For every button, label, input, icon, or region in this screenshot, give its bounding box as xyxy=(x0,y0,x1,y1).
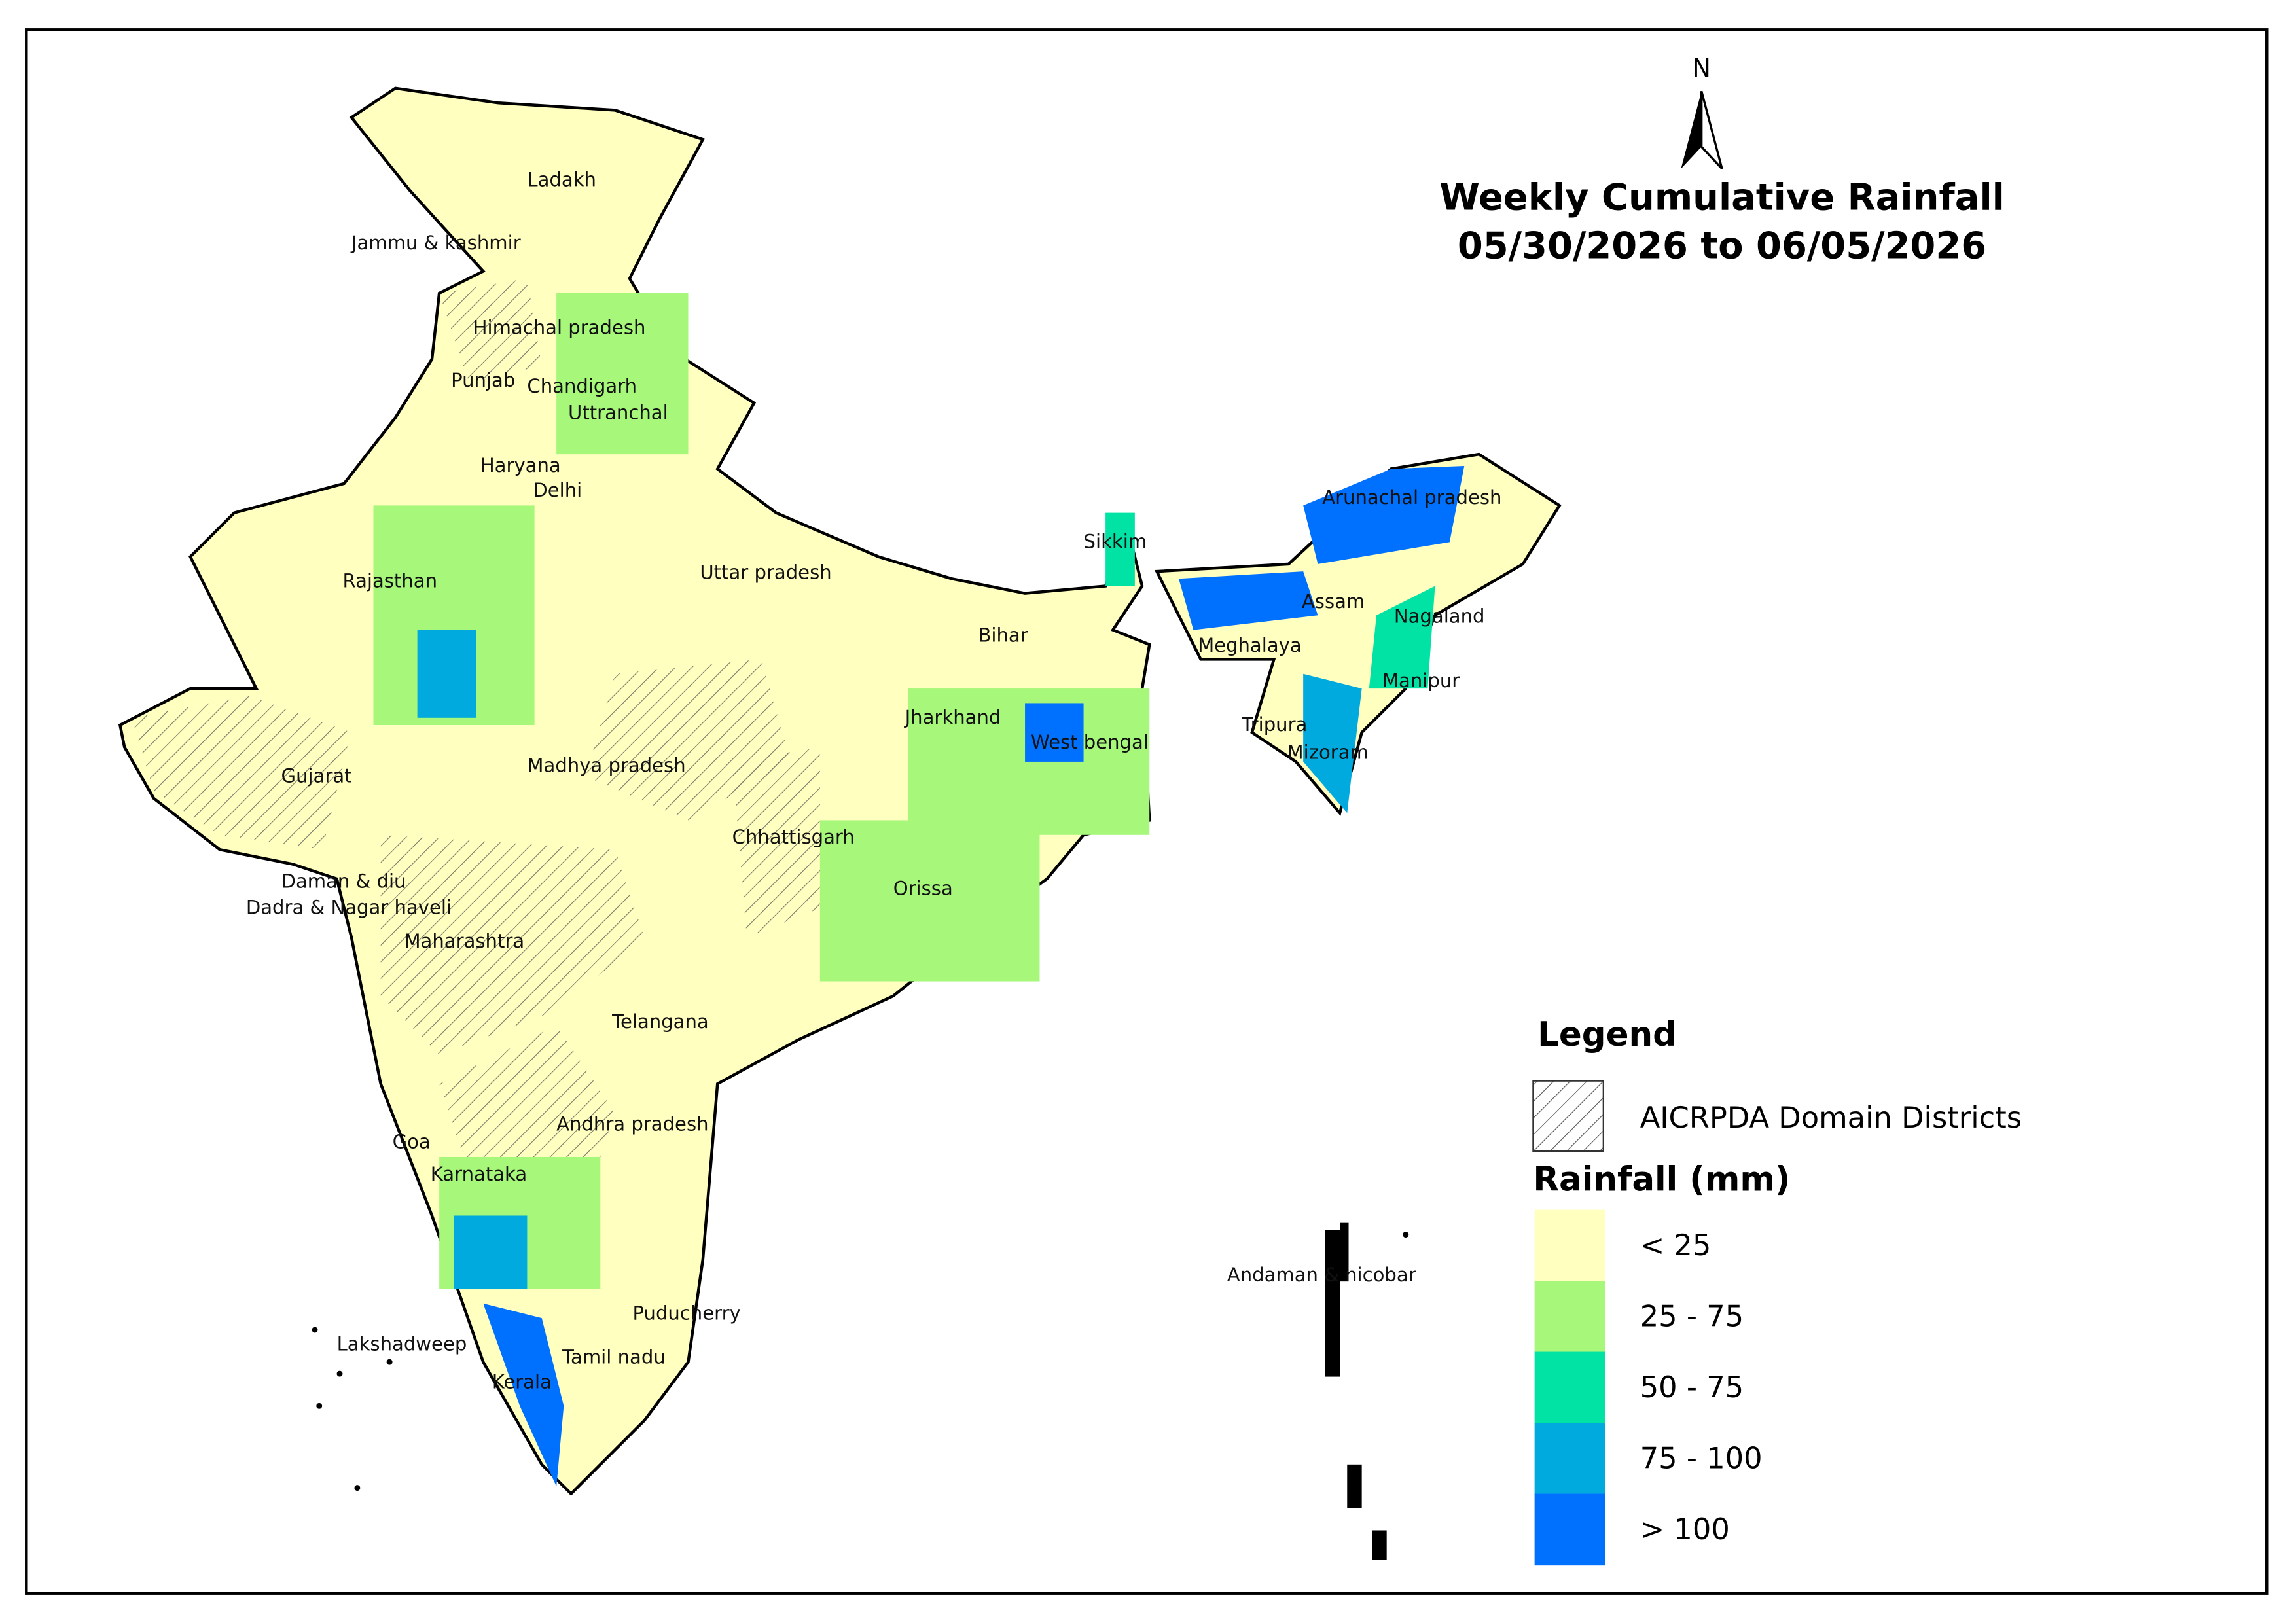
region-label: Meghalaya xyxy=(1198,634,1302,656)
region-label: Rajasthan xyxy=(343,570,438,592)
region-label: Telangana xyxy=(611,1010,709,1033)
region-label: Ladakh xyxy=(527,169,596,191)
region-labels: Ladakh Jammu & kashmir Himachal pradesh Pun… xyxy=(246,169,1502,1393)
hatch-swatch xyxy=(1532,1080,1604,1152)
region-label: Dadra & Nagar haveli xyxy=(246,897,452,919)
north-arrow: N xyxy=(1681,54,1723,169)
region-label: Daman & diu xyxy=(281,870,406,892)
region-label: Puducherry xyxy=(632,1302,740,1324)
legend-label: 75 - 100 xyxy=(1640,1440,1763,1475)
region-label: Tripura xyxy=(1241,713,1307,736)
region-label: Uttar pradesh xyxy=(700,561,831,583)
region-label: Nagaland xyxy=(1394,605,1485,627)
legend: Legend AICRPDA Domain Districts Rainfall… xyxy=(1532,1015,2022,1566)
title: Weekly Cumulative Rainfall xyxy=(1439,176,2005,219)
region-label: Maharashtra xyxy=(404,930,524,952)
region-label: Delhi xyxy=(533,479,582,501)
region-label: Andhra pradesh xyxy=(556,1113,708,1135)
region-label: Kerala xyxy=(492,1370,552,1393)
hatch-label: AICRPDA Domain Districts xyxy=(1640,1100,2022,1135)
islands xyxy=(312,1222,1409,1560)
legend-label: > 100 xyxy=(1640,1512,1730,1546)
region-label: Himachal pradesh xyxy=(473,317,646,339)
region-label: Arunachal pradesh xyxy=(1322,486,1501,508)
title: 05/30/2026 to 06/05/2026 xyxy=(1458,224,1986,267)
northeast xyxy=(1154,452,1562,816)
region-label: Jammu & kashmir xyxy=(350,232,521,254)
region-label: Punjab xyxy=(451,369,515,391)
region-label: Madhya pradesh xyxy=(527,755,685,777)
legend-swatch xyxy=(1534,1281,1605,1353)
rainfall-title: Rainfall (mm) xyxy=(1533,1160,1790,1199)
region-label: Bihar xyxy=(978,624,1028,646)
rainfall-patches xyxy=(373,293,1465,1487)
region-label: Andaman & nicobar xyxy=(1227,1264,1416,1286)
region-label: Chhattisgarh xyxy=(732,826,855,848)
region-label: Sikkim xyxy=(1084,530,1147,552)
legend-label: 25 - 75 xyxy=(1640,1298,1744,1333)
region-label: Uttranchal xyxy=(568,401,668,423)
region-label: West bengal xyxy=(1031,731,1149,753)
legend-title: Legend xyxy=(1537,1015,1677,1054)
legend-swatch xyxy=(1534,1351,1605,1424)
legend-label: 50 - 75 xyxy=(1640,1370,1744,1404)
legend-label: < 25 xyxy=(1640,1228,1712,1262)
north-label: N xyxy=(1692,54,1710,82)
region-label: Gujarat xyxy=(281,764,352,787)
region-label: Goa xyxy=(393,1131,431,1153)
region-label: Lakshadweep xyxy=(337,1332,467,1355)
region-label: Tamil nadu xyxy=(562,1346,666,1368)
region-label: Mizoram xyxy=(1287,741,1369,763)
india-map xyxy=(118,86,1562,1560)
region-label: Karnataka xyxy=(431,1163,527,1185)
region-label: Jharkhand xyxy=(904,706,1001,728)
region-label: Manipur xyxy=(1382,669,1460,692)
legend-swatch xyxy=(1534,1423,1605,1495)
region-label: Assam xyxy=(1302,590,1365,613)
region-label: Haryana xyxy=(480,454,561,476)
legend-swatch xyxy=(1534,1493,1605,1566)
region-label: Orissa xyxy=(893,878,953,900)
legend-swatch xyxy=(1534,1209,1605,1282)
region-label: Chandigarh xyxy=(527,375,637,397)
